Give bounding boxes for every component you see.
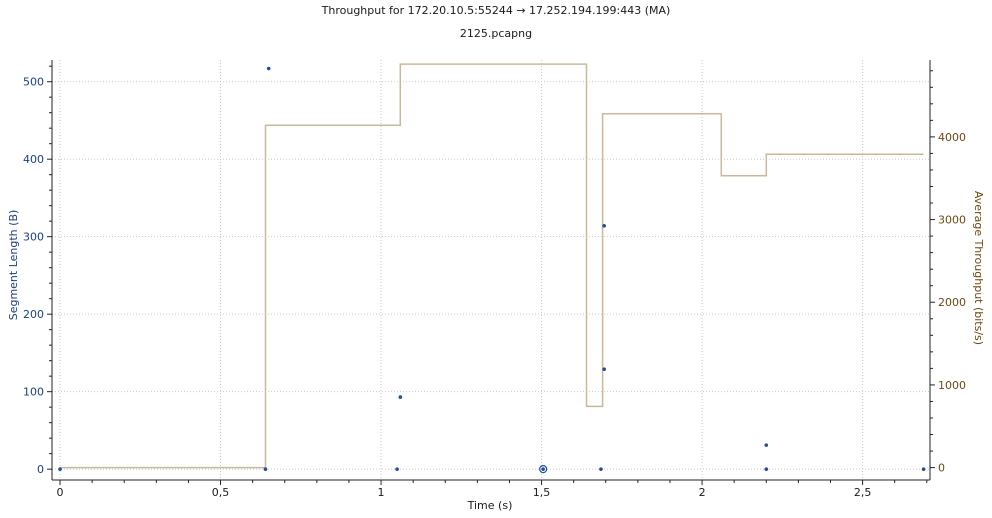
segment-point xyxy=(602,224,606,228)
x-tick-label: 2,5 xyxy=(854,486,872,499)
x-tick-label: 1,5 xyxy=(533,486,551,499)
left-tick-label: 0 xyxy=(37,463,44,476)
segment-point xyxy=(921,467,926,471)
left-axis-title: Segment Length (B) xyxy=(7,210,20,321)
segment-point xyxy=(266,66,271,71)
throughput-series xyxy=(60,63,924,469)
chart-title: Throughput for 172.20.10.5:55244 → 17.25… xyxy=(321,4,671,17)
left-tick-label: 200 xyxy=(23,308,44,321)
segment-point xyxy=(602,367,606,371)
x-tick-label: 1 xyxy=(378,486,385,499)
plot-frame xyxy=(51,60,931,481)
throughput-step-line xyxy=(60,63,924,469)
segment-point-ring xyxy=(539,465,548,474)
x-tick-label: 0 xyxy=(57,486,64,499)
segment-length-series xyxy=(58,66,926,474)
segment-point xyxy=(541,467,545,471)
right-tick-label: 0 xyxy=(938,462,945,475)
x-tick-label: 2 xyxy=(699,486,706,499)
right-axis-title: Average Throughput (bits/s) xyxy=(972,191,985,345)
left-tick-label: 300 xyxy=(23,231,44,244)
right-tick-label: 1000 xyxy=(938,379,966,392)
left-tick-label: 100 xyxy=(23,386,44,399)
segment-point xyxy=(599,467,603,471)
segment-point xyxy=(263,467,268,471)
segment-point xyxy=(764,443,769,447)
chart-subtitle: 2125.pcapng xyxy=(459,27,533,40)
x-tick-label: 0,5 xyxy=(212,486,230,499)
axis-ticks: 0 0,5 1 1,5 2 2,5 0 100 200 300 400 500 0 1000 2000 300… xyxy=(23,65,966,499)
left-tick-label: 500 xyxy=(23,76,44,89)
grid-lines xyxy=(52,60,930,480)
x-axis-title: Time (s) xyxy=(467,499,513,512)
segment-point xyxy=(398,395,403,399)
segment-point xyxy=(58,467,62,471)
segment-point xyxy=(395,467,399,471)
right-tick-label: 2000 xyxy=(938,296,966,309)
left-tick-label: 400 xyxy=(23,153,44,166)
right-tick-label: 4000 xyxy=(938,131,966,144)
right-tick-label: 3000 xyxy=(938,214,966,227)
segment-point xyxy=(764,467,769,471)
